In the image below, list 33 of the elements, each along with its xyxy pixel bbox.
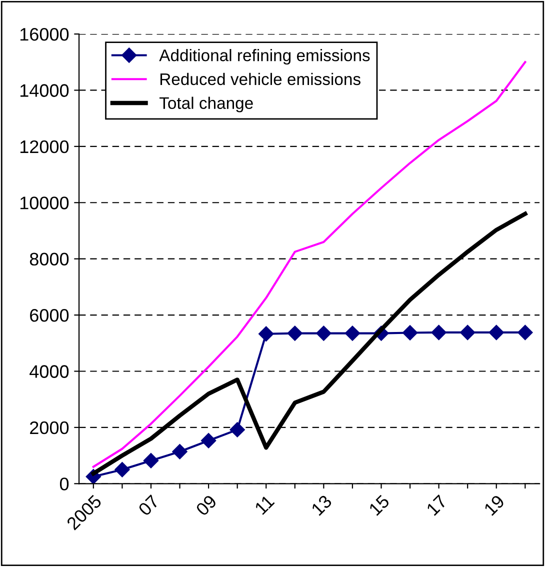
point (258, 326, 274, 342)
x-tick-label: 19 (483, 494, 506, 516)
y-tick-label: 14000 (20, 84, 69, 97)
y-tick-label: 12000 (20, 140, 69, 154)
y-tick-label: 2000 (30, 421, 69, 434)
point (287, 326, 302, 341)
x-tick-label: 07 (138, 494, 160, 516)
point (230, 422, 245, 438)
point (431, 324, 446, 340)
point (488, 324, 504, 340)
y-tick-label: 0 (60, 478, 69, 490)
point (316, 326, 332, 341)
y-tick-label: 4000 (30, 365, 69, 378)
y-tick-label: 6000 (30, 308, 69, 322)
point (344, 326, 360, 341)
x-tick-label: 17 (426, 494, 448, 516)
legend-label: Additional refining emissions (159, 49, 370, 65)
point (143, 453, 159, 468)
point (172, 444, 188, 460)
point (114, 462, 130, 478)
point (402, 325, 418, 340)
point (460, 324, 476, 340)
point (200, 433, 216, 448)
y-tick-label: 10000 (20, 196, 69, 210)
point (518, 324, 533, 340)
y-tick-label: 8000 (30, 252, 69, 266)
legend-label: Reduced vehicle emissions (160, 72, 360, 86)
x-tick-label: 11 (254, 494, 275, 515)
y-tick-label: 16000 (20, 28, 69, 41)
legend-label: Total change (159, 96, 253, 112)
x-tick-label: 15 (368, 494, 390, 516)
x-tick-label: 09 (195, 494, 218, 516)
x-tick-label: 13 (310, 494, 332, 516)
